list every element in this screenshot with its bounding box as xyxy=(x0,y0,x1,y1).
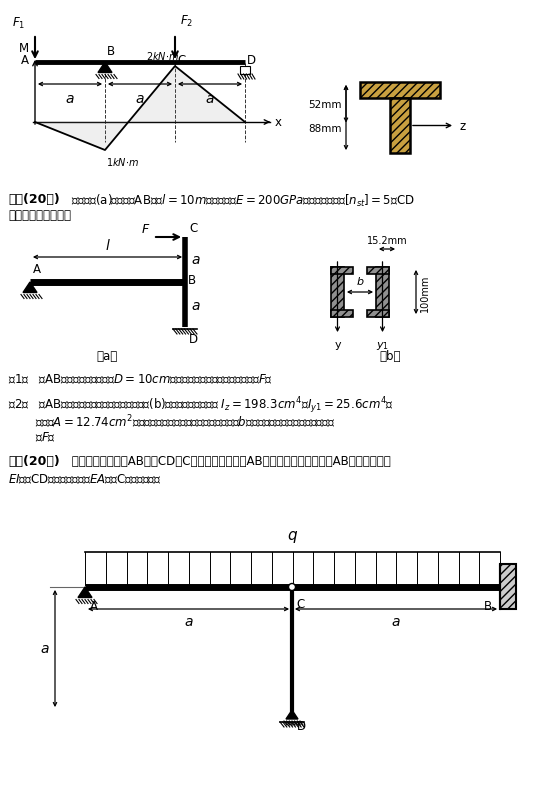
Text: A: A xyxy=(21,54,29,67)
Text: $F_2$: $F_2$ xyxy=(180,14,193,29)
Bar xyxy=(390,99,410,154)
Bar xyxy=(367,310,389,318)
Text: （1）   若AB杆为圆截面杆，直径$D = 10cm$，试计算结构所能承受的最大载荷$F$。: （1） 若AB杆为圆截面杆，直径$D = 10cm$，试计算结构所能承受的最大载… xyxy=(8,373,273,386)
Text: $y_1$: $y_1$ xyxy=(376,339,389,351)
Text: 荷$F$。: 荷$F$。 xyxy=(35,431,56,444)
Text: 52mm: 52mm xyxy=(309,99,342,110)
Bar xyxy=(331,268,353,274)
Polygon shape xyxy=(35,67,245,151)
Text: （2）   若AB杆由两根相同槽钢组成，截面如图(b)所示，对于单根槽钢 $I_z = 198.3cm^4$，$I_{y1} = 25.6cm^4$，: （2） 若AB杆由两根相同槽钢组成，截面如图(b)所示，对于单根槽钢 $I_z … xyxy=(8,395,394,415)
Text: A: A xyxy=(33,263,41,276)
Text: M: M xyxy=(19,42,29,55)
Text: A: A xyxy=(90,599,98,612)
Text: 杆为刚性杆。试求：: 杆为刚性杆。试求： xyxy=(8,209,71,221)
Text: b: b xyxy=(356,277,363,286)
Text: $a$: $a$ xyxy=(40,642,50,656)
Text: $a$: $a$ xyxy=(184,614,193,628)
Bar xyxy=(500,565,516,610)
Text: $a$: $a$ xyxy=(191,253,200,267)
Text: B: B xyxy=(484,599,492,612)
Text: C: C xyxy=(177,54,185,67)
Text: C: C xyxy=(189,221,197,235)
Text: $2kN{\cdot}m$: $2kN{\cdot}m$ xyxy=(147,50,180,62)
Text: $q$: $q$ xyxy=(287,529,298,545)
Bar xyxy=(376,268,389,318)
Text: 如图所示，悬臂梁AB和杆CD在C点通过铰链连接，AB梁上承受均布载荷，梁AB的抗弯刚度为: 如图所示，悬臂梁AB和杆CD在C点通过铰链连接，AB梁上承受均布载荷，梁AB的抗… xyxy=(68,455,391,468)
Text: （b）: （b） xyxy=(379,350,401,363)
Text: $a$: $a$ xyxy=(65,92,75,106)
Bar xyxy=(360,83,440,99)
Text: y: y xyxy=(334,339,341,350)
Polygon shape xyxy=(23,282,37,294)
Text: $EI$，杆CD的抗拉压刚度为$EA$，求C处的约束力。: $EI$，杆CD的抗拉压刚度为$EA$，求C处的约束力。 xyxy=(8,472,162,486)
Text: C: C xyxy=(296,597,304,610)
Text: B: B xyxy=(107,45,115,58)
Bar xyxy=(331,310,353,318)
Text: 结构如图(a)所示，杆AB的长$l = 10m$，弹性模量$E = 200GPa$，稳定安全系数$[n_{st}] = 5$，CD: 结构如图(a)所示，杆AB的长$l = 10m$，弹性模量$E = 200GPa… xyxy=(68,192,415,209)
Text: 六、(20分): 六、(20分) xyxy=(8,192,60,206)
Text: $a$: $a$ xyxy=(135,92,145,106)
Text: 截面积$A = 12.74cm^2$，试计算在最安全截面下两个槽钢的距离$b$的最小值及结构所能承受的最大载: 截面积$A = 12.74cm^2$，试计算在最安全截面下两个槽钢的距离$b$的… xyxy=(35,412,335,429)
Text: 15.2mm: 15.2mm xyxy=(367,236,407,245)
Bar xyxy=(240,67,250,75)
Text: （a）: （a） xyxy=(97,350,118,363)
Text: $a$: $a$ xyxy=(191,298,200,313)
Bar xyxy=(331,268,344,318)
Text: $a$: $a$ xyxy=(205,92,215,106)
Polygon shape xyxy=(78,587,92,597)
Text: D: D xyxy=(247,54,256,67)
Polygon shape xyxy=(286,710,298,719)
Text: x: x xyxy=(275,116,282,129)
Text: 100mm: 100mm xyxy=(420,274,430,311)
Text: $a$: $a$ xyxy=(391,614,401,628)
Circle shape xyxy=(288,584,296,591)
Text: $l$: $l$ xyxy=(105,237,110,253)
Text: $F$: $F$ xyxy=(141,223,150,236)
Text: D: D xyxy=(189,333,198,346)
Text: z: z xyxy=(459,119,465,133)
Polygon shape xyxy=(98,63,112,74)
Text: D: D xyxy=(297,719,306,732)
Text: B: B xyxy=(188,274,196,287)
Bar xyxy=(367,268,389,274)
Text: $1kN{\cdot}m$: $1kN{\cdot}m$ xyxy=(106,156,139,168)
Text: 七、(20分): 七、(20分) xyxy=(8,455,60,468)
Text: 88mm: 88mm xyxy=(309,124,342,133)
Text: $F_1$: $F_1$ xyxy=(12,16,25,31)
